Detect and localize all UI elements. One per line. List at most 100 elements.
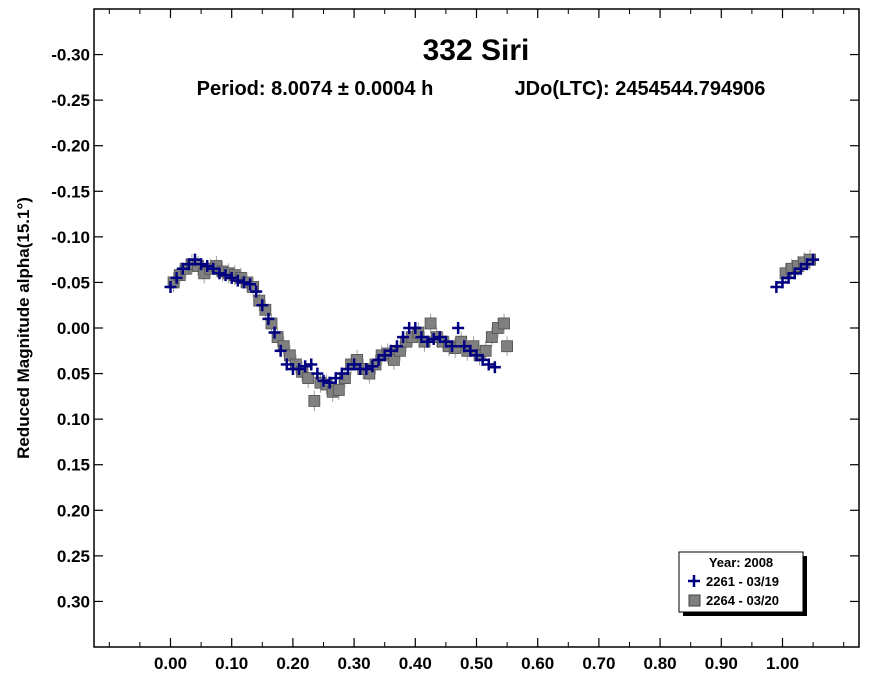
data-point-plus [360,363,373,376]
legend-square-marker [688,594,701,607]
data-point-plus [488,361,501,374]
data-point-plus [170,271,183,284]
x-tick-label: 0.10 [215,654,248,673]
data-point-square [320,378,333,391]
data-point-plus [256,299,269,312]
data-point-plus [397,331,410,344]
data-point-plus [776,276,789,289]
data-point-square [381,347,394,360]
data-point-plus [770,280,783,293]
y-tick-label: -0.10 [51,228,90,247]
data-point-plus [788,267,801,280]
x-tick-label: 1.00 [766,654,799,673]
data-point-plus [458,340,471,353]
data-point-plus [188,253,201,266]
y-tick-label: 0.00 [57,319,90,338]
legend-title: Year: 2008 [709,555,773,570]
legend-plus-marker [688,575,700,587]
x-tick-label: 0.90 [705,654,738,673]
data-point-plus [341,363,354,376]
data-point-square [485,331,498,344]
data-point-plus [231,274,244,287]
data-point-square [479,344,492,357]
x-tick-label: 0.30 [338,654,371,673]
data-point-plus [299,360,312,373]
data-point-plus [311,367,324,380]
data-point-square [501,340,514,353]
data-point-plus [164,280,177,293]
data-point-plus [390,340,403,353]
y-tick-label: 0.20 [57,501,90,520]
data-point-plus [323,376,336,389]
data-point-plus [470,349,483,362]
chart-subtitle-epoch: JDo(LTC): 2454544.794906 [515,78,766,100]
y-tick-label: 0.15 [57,456,90,475]
data-point-plus [225,271,238,284]
x-tick-label: 0.60 [521,654,554,673]
y-tick-label: -0.15 [51,182,90,201]
y-tick-label: -0.20 [51,137,90,156]
data-point-plus [452,322,465,334]
x-axis-ticks: 0.00 0.10 0.20 0.30 0.40 0.50 0.60 0.70 0.80 0.90… [108,9,845,673]
data-point-plus [446,340,459,353]
data-point-plus [262,312,275,325]
y-tick-label: 0.30 [57,592,90,611]
plot-frame [93,8,860,648]
data-point-plus [348,358,361,371]
data-point-square [302,372,315,385]
data-point-plus [213,267,226,280]
data-point-plus [207,262,220,275]
data-point-plus [201,260,214,273]
data-point-square [332,384,345,396]
data-point-plus [482,358,495,371]
data-point-plus [335,367,348,380]
data-point-plus [268,326,281,339]
data-point-plus [782,271,795,284]
legend-entry-2261: 2261 - 03/19 [706,574,779,589]
series-2264-marks [167,249,816,411]
data-point-square [449,342,461,354]
x-tick-label: 0.20 [276,654,309,673]
data-point-plus [464,344,477,357]
data-point-plus [807,253,820,266]
legend: Year: 2008 2261 - 03/19 2264 - 03/20 [678,551,807,616]
data-point-plus [176,262,189,275]
data-point-square [424,317,437,330]
y-tick-label: -0.25 [51,91,90,110]
data-point-plus [274,344,287,357]
y-tick-label: -0.30 [51,46,90,65]
y-tick-label: 0.10 [57,410,90,429]
y-axis-label: Reduced Magnitude alpha(15.1°) [14,197,33,459]
data-point-plus [800,258,813,271]
data-point-plus [378,349,391,362]
y-tick-label: 0.25 [57,547,90,566]
data-point-plus [372,353,385,366]
data-point-plus [305,358,318,371]
y-tick-label: 0.05 [57,365,90,384]
x-tick-label: 0.40 [399,654,432,673]
y-axis-ticks: -0.30 -0.25 -0.20 -0.15 -0.10 -0.05 0.00 0.05 0.… [51,8,859,648]
data-point-plus [439,335,452,348]
data-point-plus [195,258,208,271]
data-point-plus [409,322,422,334]
x-tick-label: 0.50 [460,654,493,673]
chart-subtitle-period: Period: 8.0074 ± 0.0004 h [197,78,434,100]
data-point-square [308,395,321,407]
data-point-plus [384,344,397,357]
data-point-plus [182,258,195,271]
data-point-plus [415,331,428,344]
x-tick-label: 0.00 [154,654,187,673]
data-point-plus [219,269,232,282]
data-point-square [387,353,400,366]
legend-entry-2264: 2264 - 03/20 [706,593,779,608]
data-point-plus [237,276,250,289]
data-point-plus [421,335,434,348]
chart-title: 332 Siri [423,34,530,67]
data-point-plus [293,363,306,376]
data-point-plus [433,331,446,344]
data-point-square [498,317,510,330]
data-point-plus [244,278,257,291]
data-point-plus [250,285,263,298]
data-point-plus [280,358,293,371]
